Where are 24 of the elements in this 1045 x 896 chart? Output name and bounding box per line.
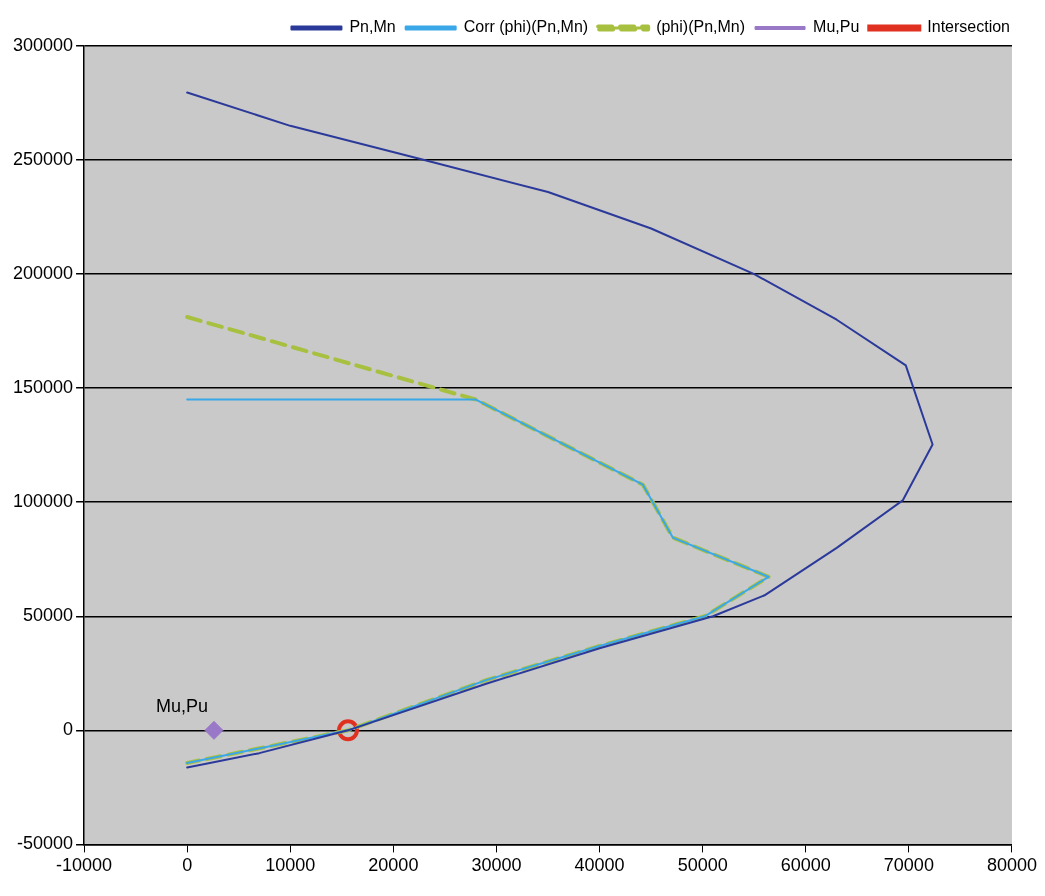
y-tick-label: 250000 [12, 149, 74, 170]
y-tick-label: 100000 [12, 491, 74, 512]
annotation: Mu,Pu [155, 696, 208, 717]
y-tick-label: -50000 [17, 833, 74, 854]
x-tick-label: 60000 [780, 855, 831, 876]
x-tick-label: 10000 [265, 855, 316, 876]
x-tick-label: 0 [182, 855, 193, 876]
y-tick-label: 200000 [12, 263, 74, 284]
y-tick-label: 0 [63, 719, 74, 740]
x-tick-label: 20000 [368, 855, 419, 876]
y-tick-label: 300000 [12, 34, 74, 55]
legend-label: (phi)(Pn,Mn) [656, 18, 746, 36]
x-tick-label: 40000 [574, 855, 625, 876]
x-tick-label: 50000 [677, 855, 728, 876]
legend-label: Intersection [927, 18, 1011, 36]
legend-label: Corr (phi)(Pn,Mn) [463, 18, 589, 36]
legend-label: Mu,Pu [813, 18, 860, 36]
y-tick-label: 50000 [23, 605, 74, 626]
y-tick-label: 150000 [12, 377, 74, 398]
x-tick-label: 80000 [986, 855, 1037, 876]
legend-label: Pn,Mn [349, 18, 396, 36]
x-tick-label: -10000 [56, 855, 113, 876]
x-tick-label: 30000 [471, 855, 522, 876]
x-tick-label: 70000 [883, 855, 934, 876]
